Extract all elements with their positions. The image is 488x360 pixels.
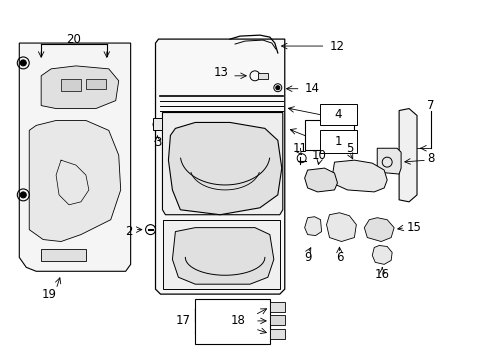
Polygon shape [364,218,393,242]
Text: 9: 9 [303,251,311,264]
Polygon shape [371,246,391,264]
Polygon shape [163,220,279,289]
Text: 20: 20 [66,33,81,46]
Text: 11: 11 [292,142,306,155]
Polygon shape [168,122,281,215]
Text: 18: 18 [230,314,245,327]
Polygon shape [304,121,354,150]
Circle shape [275,86,279,90]
Text: 5: 5 [345,142,352,155]
Text: 6: 6 [335,251,343,264]
Text: 16: 16 [374,268,389,281]
Polygon shape [162,113,282,215]
Text: 10: 10 [311,149,326,162]
Polygon shape [319,104,357,125]
Text: 14: 14 [304,82,319,95]
Text: 7: 7 [427,99,434,112]
Polygon shape [376,148,400,174]
Polygon shape [41,249,86,261]
Polygon shape [155,39,284,294]
Circle shape [20,192,26,198]
Text: 13: 13 [213,66,227,79]
Polygon shape [269,329,284,339]
Polygon shape [269,302,284,312]
Polygon shape [269,315,284,325]
Polygon shape [326,213,356,242]
Polygon shape [61,79,81,91]
Polygon shape [398,109,416,202]
Text: 12: 12 [329,40,344,53]
Text: 15: 15 [406,221,421,234]
Polygon shape [86,79,105,89]
Text: 19: 19 [41,288,57,301]
Circle shape [20,60,26,66]
Polygon shape [304,168,337,192]
Polygon shape [257,73,267,79]
Polygon shape [29,121,121,242]
Polygon shape [332,160,386,192]
Polygon shape [172,228,273,284]
Text: 8: 8 [427,152,434,165]
Polygon shape [304,217,321,235]
Text: 3: 3 [154,136,161,149]
Polygon shape [19,43,130,271]
Text: 1: 1 [334,135,342,148]
Bar [195,299,269,344]
Text: 17: 17 [175,314,190,327]
Polygon shape [41,66,119,109]
Polygon shape [319,130,357,153]
Text: 4: 4 [334,108,342,121]
Polygon shape [152,118,162,130]
Text: 2: 2 [124,225,132,238]
